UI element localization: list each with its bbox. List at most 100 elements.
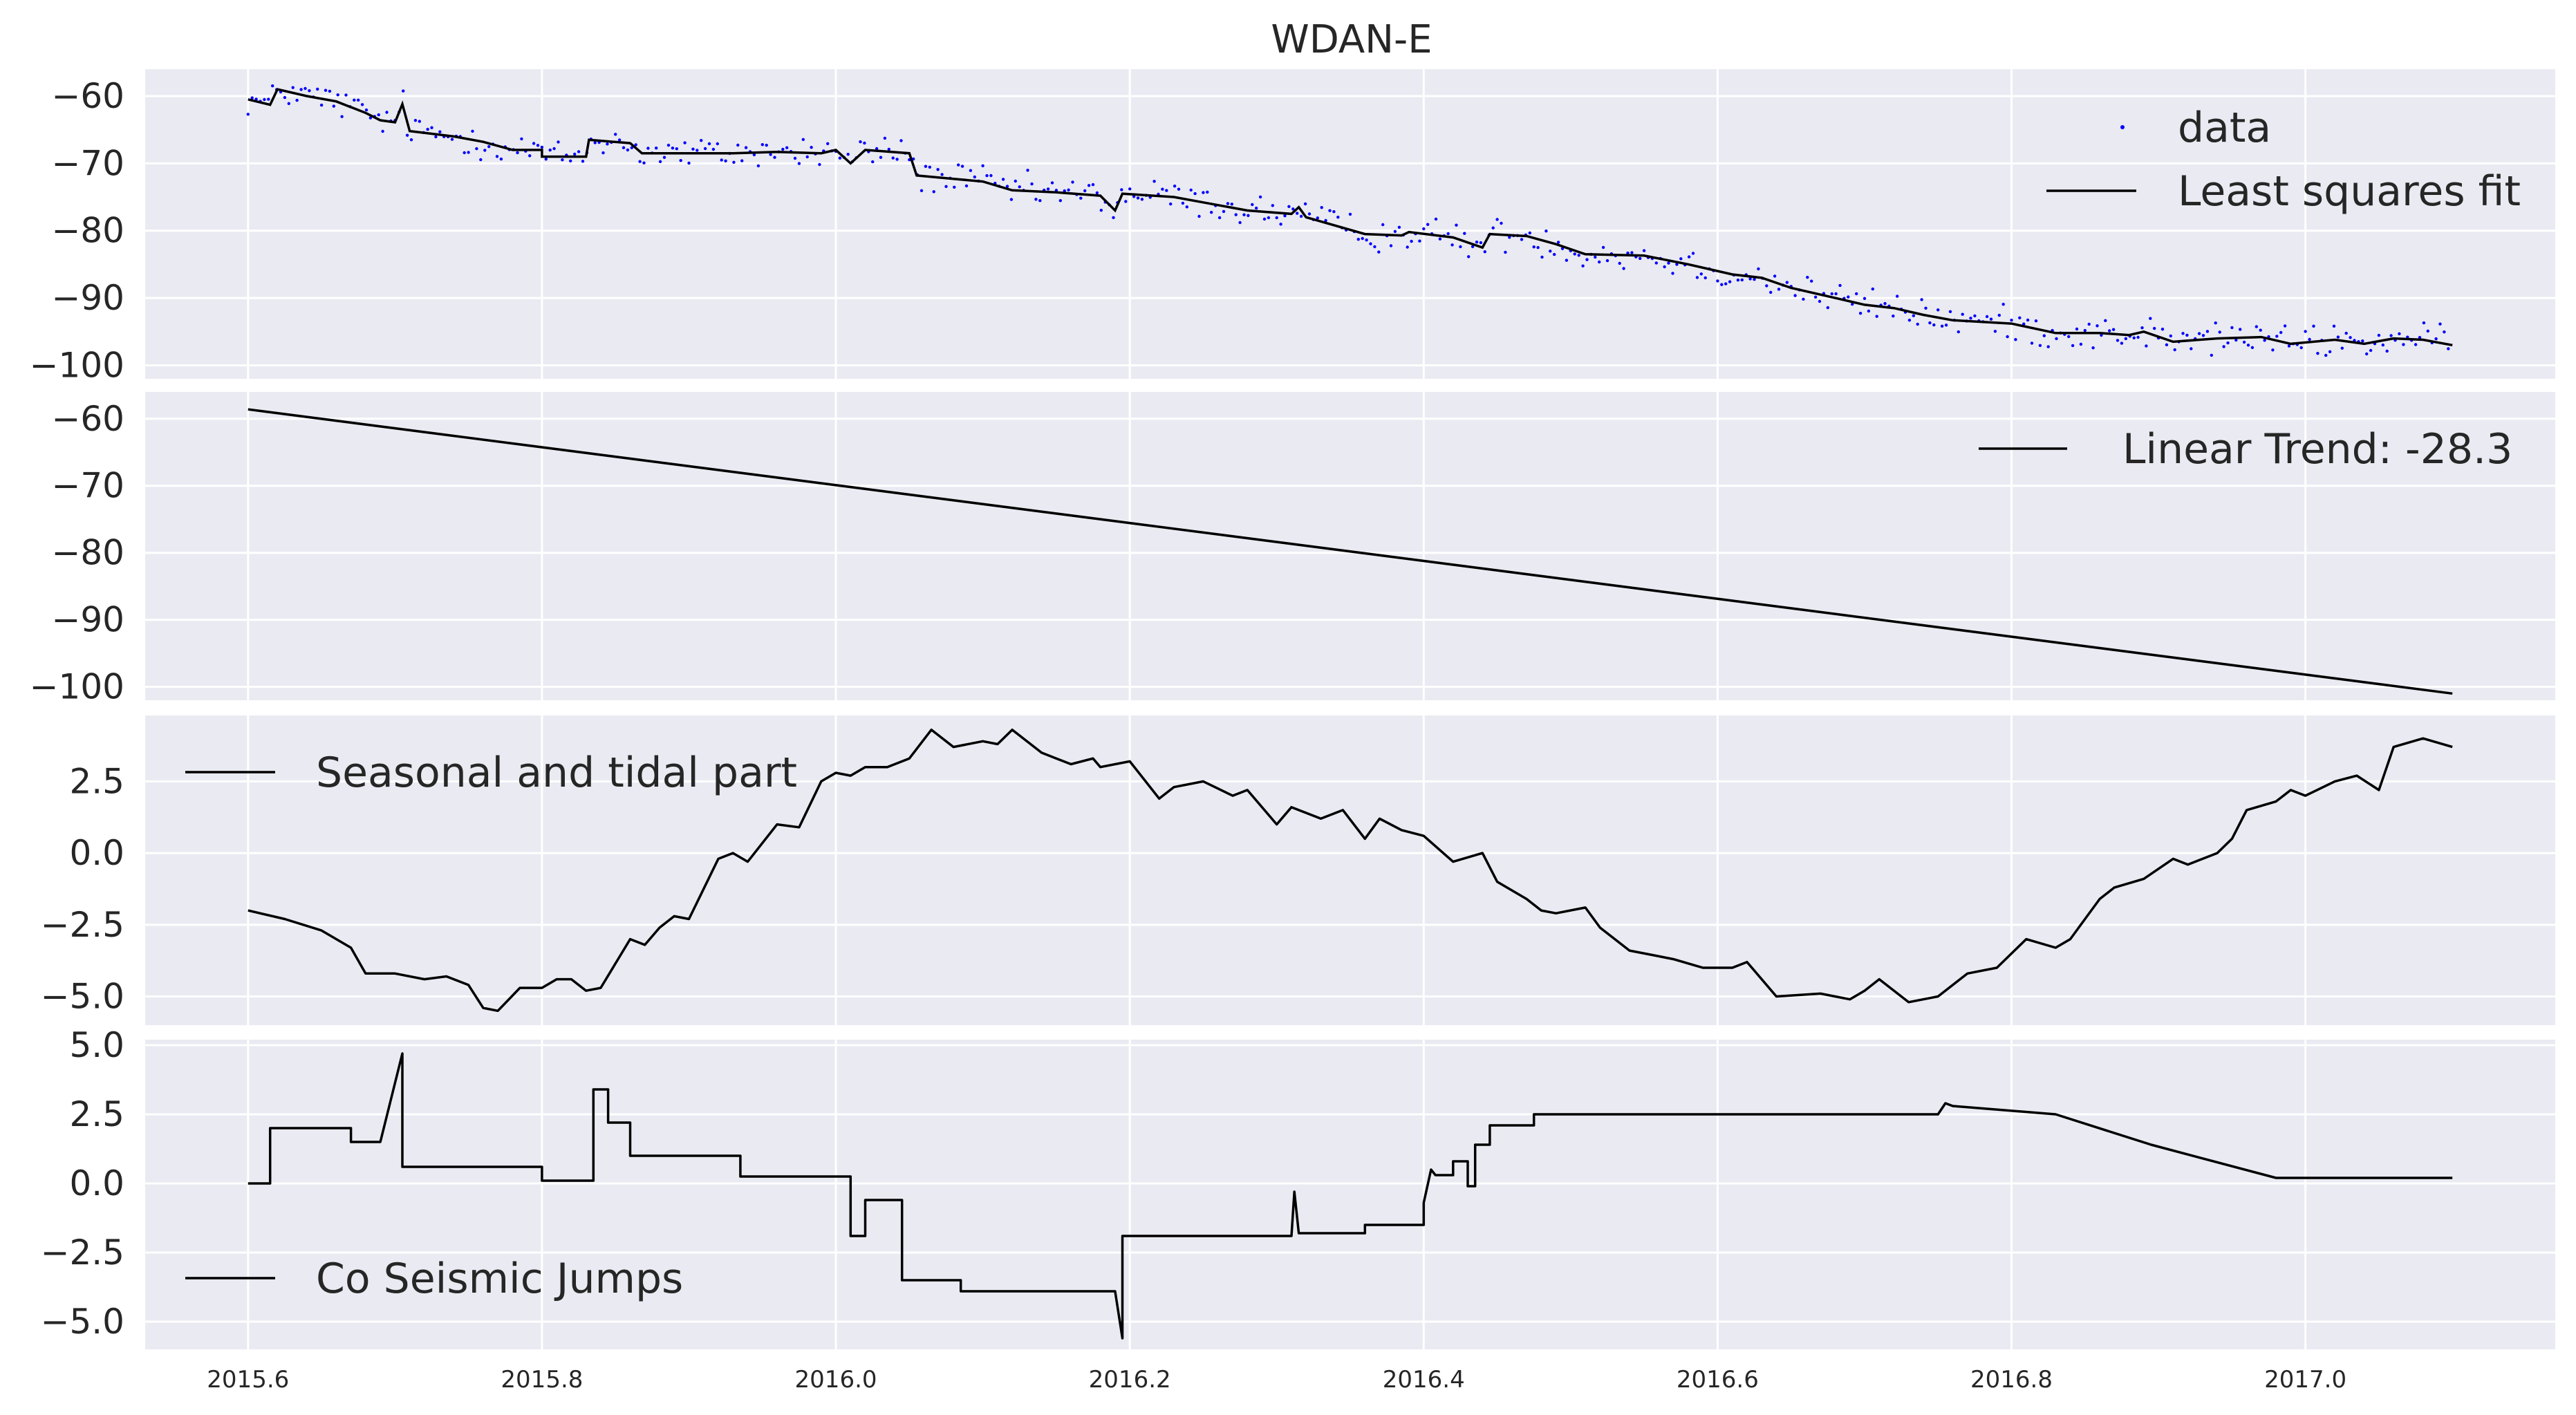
data-point	[1279, 223, 1282, 226]
data-point	[1720, 283, 1724, 286]
legend-marker	[2120, 125, 2125, 129]
data-point	[1793, 294, 1797, 297]
data-point	[1009, 198, 1014, 201]
data-point	[2071, 344, 2075, 348]
data-point	[1046, 187, 1050, 191]
panel-4: 5.0 2.5 0.0 −2.5 −5.0 Co Seismic Jumps	[41, 1025, 2555, 1349]
data-point	[1463, 232, 1466, 235]
data-point	[1544, 229, 1548, 233]
data-point	[1969, 317, 1972, 320]
data-point	[1258, 195, 1262, 199]
data-point	[1924, 306, 1928, 310]
data-point	[295, 98, 299, 102]
data-point	[1406, 245, 1409, 249]
y-tick-label: −2.5	[41, 1233, 124, 1273]
data-point	[765, 143, 768, 147]
data-point	[1985, 315, 1989, 319]
data-point	[1095, 191, 1099, 195]
data-point	[1540, 255, 1544, 259]
data-point	[1549, 250, 1552, 253]
data-point	[2389, 334, 2393, 337]
data-point	[2079, 342, 2083, 346]
data-point	[985, 174, 989, 178]
data-point	[581, 160, 585, 163]
data-point	[1532, 245, 1536, 249]
data-point	[666, 143, 671, 147]
data-point	[316, 87, 319, 91]
data-point	[1459, 245, 1462, 249]
data-point	[2030, 341, 2034, 345]
data-point	[520, 137, 523, 141]
data-point	[1920, 298, 1923, 301]
data-point	[1993, 330, 1997, 333]
data-point	[634, 143, 637, 147]
data-point	[2038, 344, 2042, 347]
data-point	[1152, 180, 1156, 183]
data-point	[2418, 336, 2422, 339]
data-point	[818, 162, 821, 167]
data-point	[2230, 326, 2234, 330]
data-point	[2108, 329, 2111, 332]
data-point	[413, 119, 418, 122]
data-point	[2250, 346, 2255, 349]
data-point	[2402, 343, 2405, 346]
data-point	[691, 147, 695, 151]
series-group-2	[248, 408, 2453, 695]
data-point	[1446, 232, 1450, 236]
data-point	[483, 149, 487, 152]
data-point	[2353, 339, 2356, 342]
legend-1: data Least squares fit	[2046, 104, 2521, 216]
data-point	[2160, 328, 2165, 331]
data-point	[557, 140, 560, 144]
data-point	[287, 102, 290, 105]
data-point	[2287, 344, 2291, 348]
data-point	[2173, 348, 2176, 352]
data-point	[1361, 236, 1364, 241]
data-point	[409, 138, 413, 142]
data-point	[308, 89, 311, 93]
data-point	[2308, 337, 2311, 341]
data-point	[2124, 337, 2127, 341]
data-point	[1504, 250, 1507, 254]
data-point	[760, 143, 765, 147]
data-point	[932, 190, 935, 194]
y-tick-label: −90	[51, 600, 124, 640]
data-point	[969, 169, 973, 172]
data-point	[630, 146, 633, 149]
y-tick-label: −2.5	[41, 905, 124, 945]
legend-label: Seasonal and tidal part	[316, 749, 797, 797]
series-group-4	[248, 1052, 2453, 1340]
data-point	[426, 127, 429, 131]
data-point	[479, 158, 483, 162]
data-point	[2018, 316, 2022, 319]
data-point	[1961, 312, 1964, 316]
data-point	[1691, 252, 1695, 255]
data-point	[1834, 292, 1838, 296]
data-point	[2316, 352, 2320, 355]
data-point	[2091, 346, 2095, 350]
data-point	[810, 146, 813, 149]
data-point	[940, 173, 944, 176]
data-point	[1671, 272, 1674, 275]
data-point	[1063, 189, 1066, 193]
data-point	[1639, 256, 1642, 261]
data-point	[920, 189, 924, 192]
data-point	[687, 161, 691, 165]
data-point	[2046, 345, 2050, 348]
data-point	[1883, 301, 1887, 306]
legend-4: Co Seismic Jumps	[185, 1255, 683, 1303]
legend-label: Least squares fit	[2178, 167, 2521, 216]
data-point	[1291, 207, 1295, 211]
data-point	[2438, 322, 2442, 326]
data-point	[283, 95, 287, 100]
data-point	[1418, 239, 1421, 243]
data-point	[1520, 238, 1524, 241]
data-point	[1826, 306, 1829, 310]
data-point	[1389, 244, 1393, 247]
data-point	[642, 161, 646, 165]
data-point	[2006, 335, 2009, 339]
data-point	[1757, 267, 1760, 271]
data-point	[1210, 211, 1213, 214]
data-point	[450, 138, 454, 141]
